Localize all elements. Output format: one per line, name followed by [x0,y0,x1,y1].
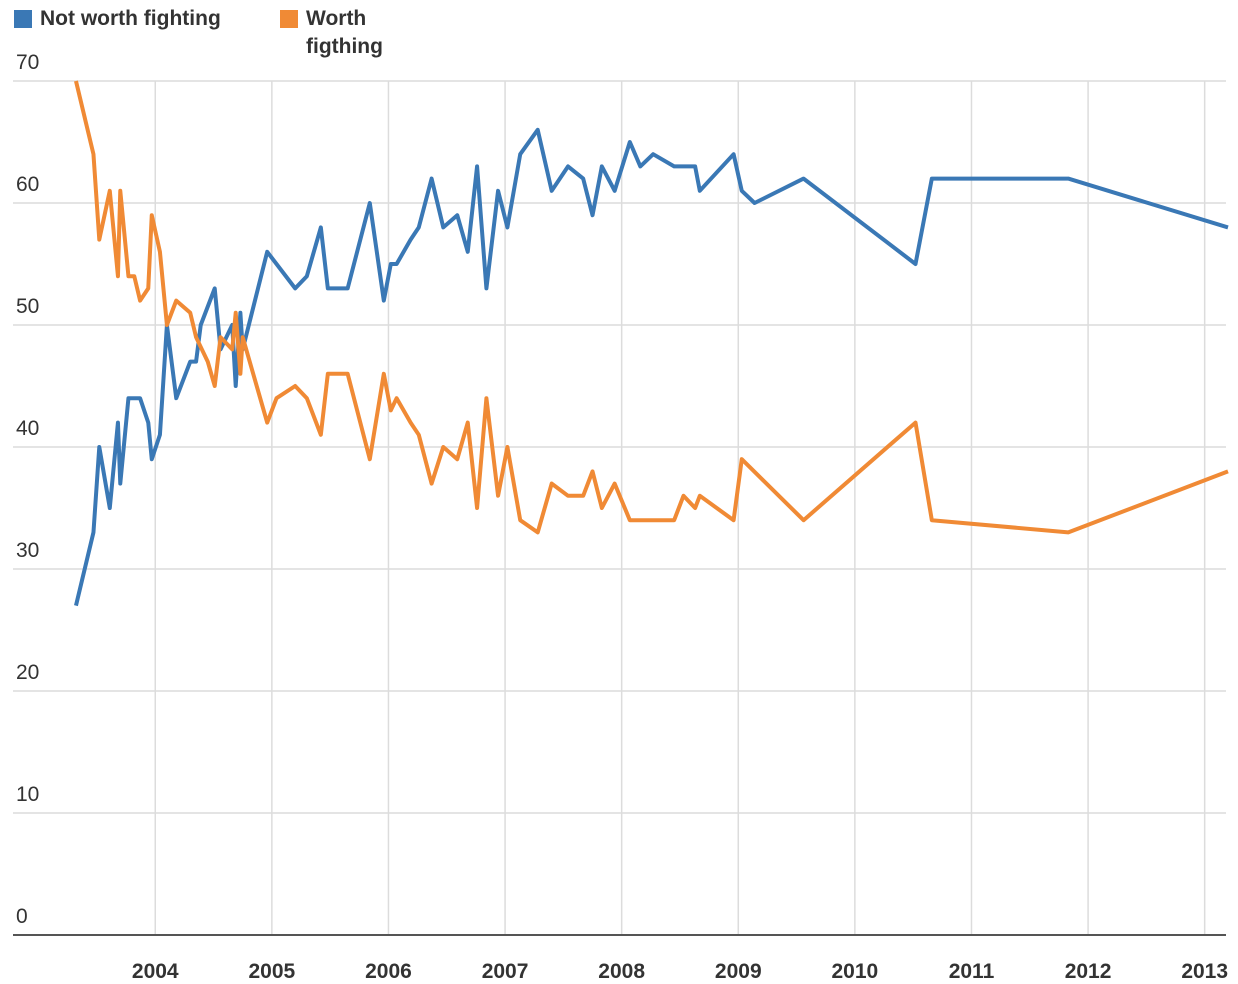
y-tick-label: 50 [16,295,39,318]
line [74,80,1229,535]
y-tick-label: 20 [16,661,39,684]
legend: Not worth fighting Worth figthing [14,5,411,61]
x-tick-label: 2012 [1065,960,1112,983]
x-tick-label: 2006 [365,960,412,983]
x-tick-label: 2013 [1181,960,1228,983]
x-tick-label: 2005 [248,960,295,983]
y-tick-label: 30 [16,539,39,562]
legend-item: Not worth fighting [14,5,270,33]
x-tick-label: 2008 [598,960,645,983]
x-tick-label: 2007 [482,960,529,983]
x-tick-label: 2011 [949,960,995,983]
y-tick-label: 0 [16,905,28,928]
legend-label: Worth figthing [306,7,383,58]
y-tick-label: 40 [16,417,39,440]
x-tick-label: 2010 [832,960,879,983]
y-tick-label: 70 [16,51,39,74]
x-tick-label: 2009 [715,960,762,983]
legend-item: Worth figthing [280,5,401,61]
x-tick-label: 2004 [132,960,179,983]
y-tick-label: 60 [16,173,39,196]
line [74,127,1229,607]
legend-label: Not worth fighting [40,7,221,30]
y-tick-label: 10 [16,783,39,806]
legend-swatch [280,10,298,28]
legend-swatch [14,10,32,28]
